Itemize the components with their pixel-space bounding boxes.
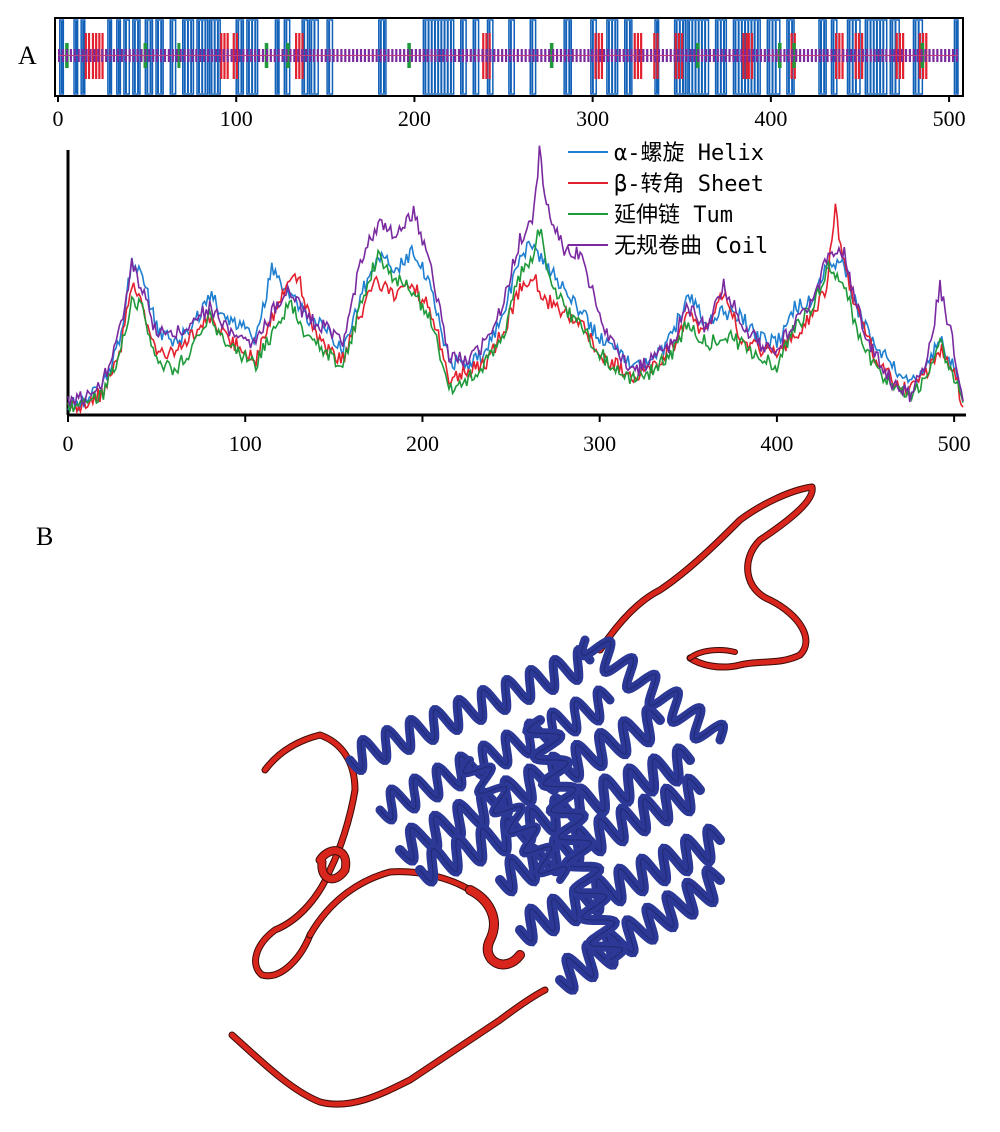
protein-helix-edge [526,719,624,961]
protein-structure-ribbon [228,483,816,1108]
protein-loop [466,886,524,969]
protein-helix-edge [519,828,721,942]
protein-loop [253,732,358,979]
protein-loop [229,987,548,1107]
line-x-axis-ticks: 0 100 200 300 400 500 [63,415,971,456]
legend: α-螺旋 Helix β-转角 Sheet 延伸链 Tum 无规卷曲 Coil [568,141,768,259]
protein-loop-edge [228,986,549,1108]
track-tick-label: 300 [576,106,609,131]
line-series-group [67,145,964,415]
propensity-line-chart: 0 100 200 300 400 500 α-螺旋 Helix β-转角 Sheet 延伸链… [63,141,971,456]
protein-helix-edge [499,778,701,892]
track-x-axis: 0 100 200 300 400 500 [53,96,966,131]
line-tick-label: 500 [938,431,971,456]
track-tick-label: 200 [398,106,431,131]
series-line-sheet [67,203,964,415]
track-tick-label: 400 [754,106,787,131]
protein-helix-edge [580,639,725,741]
helix-segment [378,19,387,95]
line-tick-label: 400 [760,431,793,456]
line-tick-label: 200 [406,431,439,456]
protein-helix-edge [379,689,611,821]
track-coil-band [58,49,959,62]
line-tick-label: 0 [63,431,74,456]
protein-helix-edge [462,759,568,881]
protein-helix-edge [559,869,721,991]
line-tick-label: 300 [583,431,616,456]
legend-label-coil: 无规卷曲 Coil [614,234,768,259]
protein-helix-edge [399,709,661,861]
line-tick-label: 100 [229,431,262,456]
track-tick-label: 500 [933,106,966,131]
track-tick-label: 0 [53,106,64,131]
panel-b-label: B [36,522,53,551]
track-tick-label: 100 [220,106,253,131]
series-line-coil [67,145,964,407]
series-line-turn [67,228,964,412]
protein-loop [316,847,350,883]
protein-loop [688,648,737,660]
protein-loop-edge [596,483,816,671]
protein-loop [307,869,473,938]
panel-a-label: A [18,41,37,70]
legend-label-helix: α-螺旋 Helix [614,141,764,166]
protein-helix-edge [349,649,591,771]
protein-loop [597,484,815,670]
legend-label-turn: 延伸链 Tum [614,203,733,228]
secondary-structure-track: 0 100 200 300 400 500 [53,17,966,131]
legend-label-sheet: β-转角 Sheet [614,172,764,197]
